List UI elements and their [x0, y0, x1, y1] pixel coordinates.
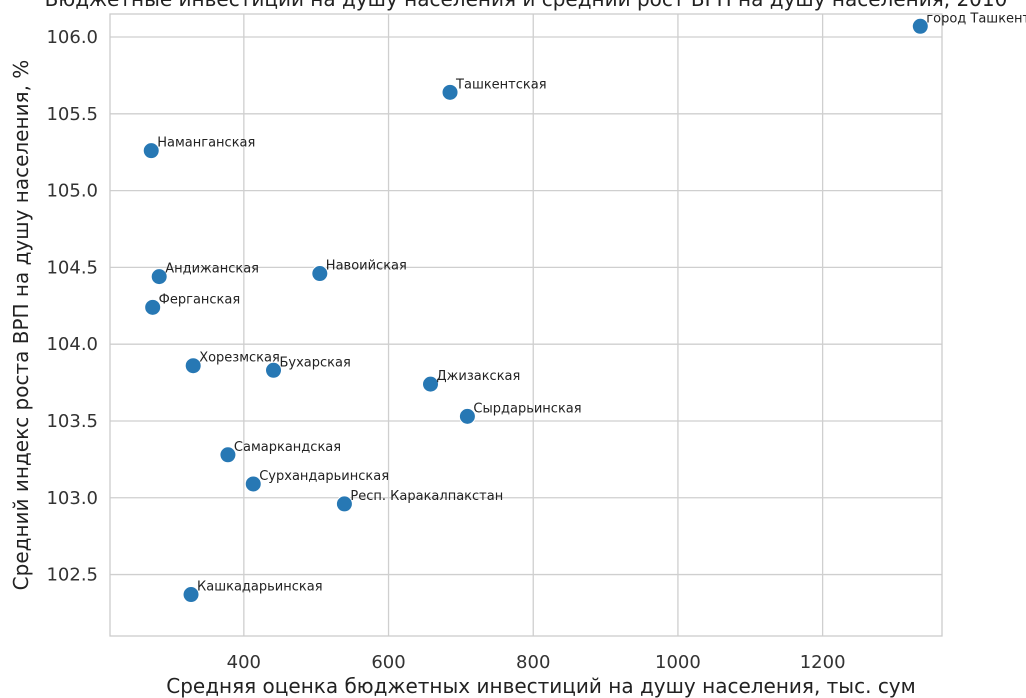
data-point — [441, 83, 459, 101]
data-point — [335, 495, 353, 513]
point-label: Ташкентская — [455, 77, 547, 92]
x-tick-label: 800 — [516, 652, 550, 673]
chart-title: Бюджетные инвестиции на душу населения и… — [45, 0, 1008, 11]
data-point — [265, 361, 283, 379]
y-tick-label: 103.0 — [46, 488, 98, 509]
data-point — [911, 17, 929, 35]
point-label: Ферганская — [159, 292, 241, 307]
data-points — [142, 17, 929, 604]
x-tick-label: 400 — [227, 652, 261, 673]
point-label: Навоийская — [326, 259, 407, 274]
data-point — [150, 268, 168, 286]
x-axis-label: Средняя оценка бюджетных инвестиций на д… — [166, 674, 915, 698]
y-tick-label: 104.0 — [46, 334, 98, 355]
point-label: Респ. Каракалпакстан — [350, 489, 503, 504]
data-point — [244, 475, 262, 493]
data-point — [142, 142, 160, 160]
y-axis: 102.5 103.0 103.5 104.0 104.5 105.0 105.5 106.0 — [46, 27, 98, 586]
y-tick-label: 104.5 — [46, 257, 98, 278]
point-label: Кашкадарьинская — [197, 580, 323, 595]
x-tick-label: 1200 — [800, 652, 846, 673]
data-point — [182, 586, 200, 604]
y-tick-label: 105.0 — [46, 181, 98, 202]
point-label: Джизакская — [437, 369, 521, 384]
y-tick-label: 106.0 — [46, 27, 98, 48]
point-label: Хорезмская — [199, 351, 280, 366]
point-label: Андижанская — [165, 262, 259, 277]
point-label: Наманганская — [157, 136, 255, 151]
point-labels: город Ташкент Ташкентская Наманганская Анди… — [157, 11, 1026, 594]
point-label: город Ташкент — [926, 11, 1026, 26]
x-tick-label: 600 — [371, 652, 405, 673]
y-tick-label: 102.5 — [46, 565, 98, 586]
y-tick-label: 103.5 — [46, 411, 98, 432]
plot-frame — [109, 13, 943, 637]
point-label: Сырдарьинская — [473, 401, 581, 416]
data-point — [311, 265, 329, 283]
y-tick-label: 105.5 — [46, 104, 98, 125]
data-point — [458, 407, 476, 425]
data-point — [184, 357, 202, 375]
grid — [110, 14, 942, 636]
data-point — [422, 375, 440, 393]
x-axis: 400 600 800 1000 1200 — [227, 652, 846, 673]
x-tick-label: 1000 — [655, 652, 701, 673]
point-label: Самаркандская — [234, 440, 341, 455]
data-point — [219, 446, 237, 464]
data-point — [144, 298, 162, 316]
y-axis-label: Средний индекс роста ВРП на душу населен… — [9, 60, 33, 591]
point-label: Бухарская — [280, 355, 351, 370]
point-label: Сурхандарьинская — [259, 469, 389, 484]
